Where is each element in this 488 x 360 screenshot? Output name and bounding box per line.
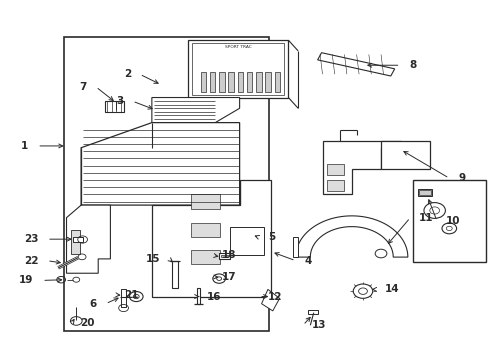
Bar xyxy=(237,72,243,92)
Bar xyxy=(190,223,220,237)
Bar xyxy=(219,72,224,92)
Bar xyxy=(265,72,270,92)
Text: 5: 5 xyxy=(267,232,275,242)
Bar xyxy=(219,253,229,259)
Text: 17: 17 xyxy=(221,272,236,282)
Text: 8: 8 xyxy=(408,60,416,70)
Bar xyxy=(64,37,268,330)
Text: 19: 19 xyxy=(19,275,33,285)
Bar xyxy=(307,310,317,315)
Text: 10: 10 xyxy=(445,216,459,226)
Text: 6: 6 xyxy=(89,299,97,309)
Bar xyxy=(73,237,82,242)
Polygon shape xyxy=(322,140,400,194)
Bar xyxy=(228,72,233,92)
Text: 2: 2 xyxy=(123,69,131,79)
Bar xyxy=(190,194,220,209)
Polygon shape xyxy=(317,53,394,76)
Text: SPORT TRAC: SPORT TRAC xyxy=(224,45,251,49)
Bar xyxy=(229,226,264,255)
Bar xyxy=(121,289,125,307)
Bar xyxy=(412,180,485,262)
Text: 22: 22 xyxy=(24,256,38,266)
Text: 14: 14 xyxy=(384,284,399,294)
Bar xyxy=(246,72,252,92)
Text: 23: 23 xyxy=(24,234,38,244)
Text: 18: 18 xyxy=(221,250,236,260)
Text: 1: 1 xyxy=(21,141,28,151)
Text: 7: 7 xyxy=(80,82,87,92)
Text: 13: 13 xyxy=(311,320,325,330)
Text: 12: 12 xyxy=(267,292,282,302)
Bar xyxy=(200,72,205,92)
Bar xyxy=(380,140,429,169)
Bar xyxy=(418,190,430,195)
Text: 9: 9 xyxy=(457,173,464,183)
Bar xyxy=(327,180,344,191)
Bar xyxy=(417,189,431,196)
Bar xyxy=(190,250,220,264)
Bar xyxy=(71,230,80,253)
Text: 16: 16 xyxy=(206,292,221,302)
Polygon shape xyxy=(152,98,239,123)
Text: 21: 21 xyxy=(124,290,138,300)
Bar xyxy=(172,261,177,288)
Bar xyxy=(327,164,344,175)
Polygon shape xyxy=(295,216,407,257)
Bar xyxy=(274,72,280,92)
Bar xyxy=(196,288,200,304)
Text: 15: 15 xyxy=(145,254,160,264)
Polygon shape xyxy=(66,205,110,273)
Polygon shape xyxy=(188,40,288,98)
Text: 4: 4 xyxy=(304,256,311,266)
Text: 11: 11 xyxy=(418,213,433,222)
Text: 20: 20 xyxy=(80,319,95,328)
Bar xyxy=(221,255,227,257)
Polygon shape xyxy=(81,123,239,205)
Bar xyxy=(256,72,261,92)
Bar xyxy=(209,72,215,92)
Text: 3: 3 xyxy=(116,96,123,106)
Polygon shape xyxy=(152,180,271,297)
Bar xyxy=(104,101,124,112)
Polygon shape xyxy=(261,289,279,311)
Polygon shape xyxy=(293,237,298,257)
